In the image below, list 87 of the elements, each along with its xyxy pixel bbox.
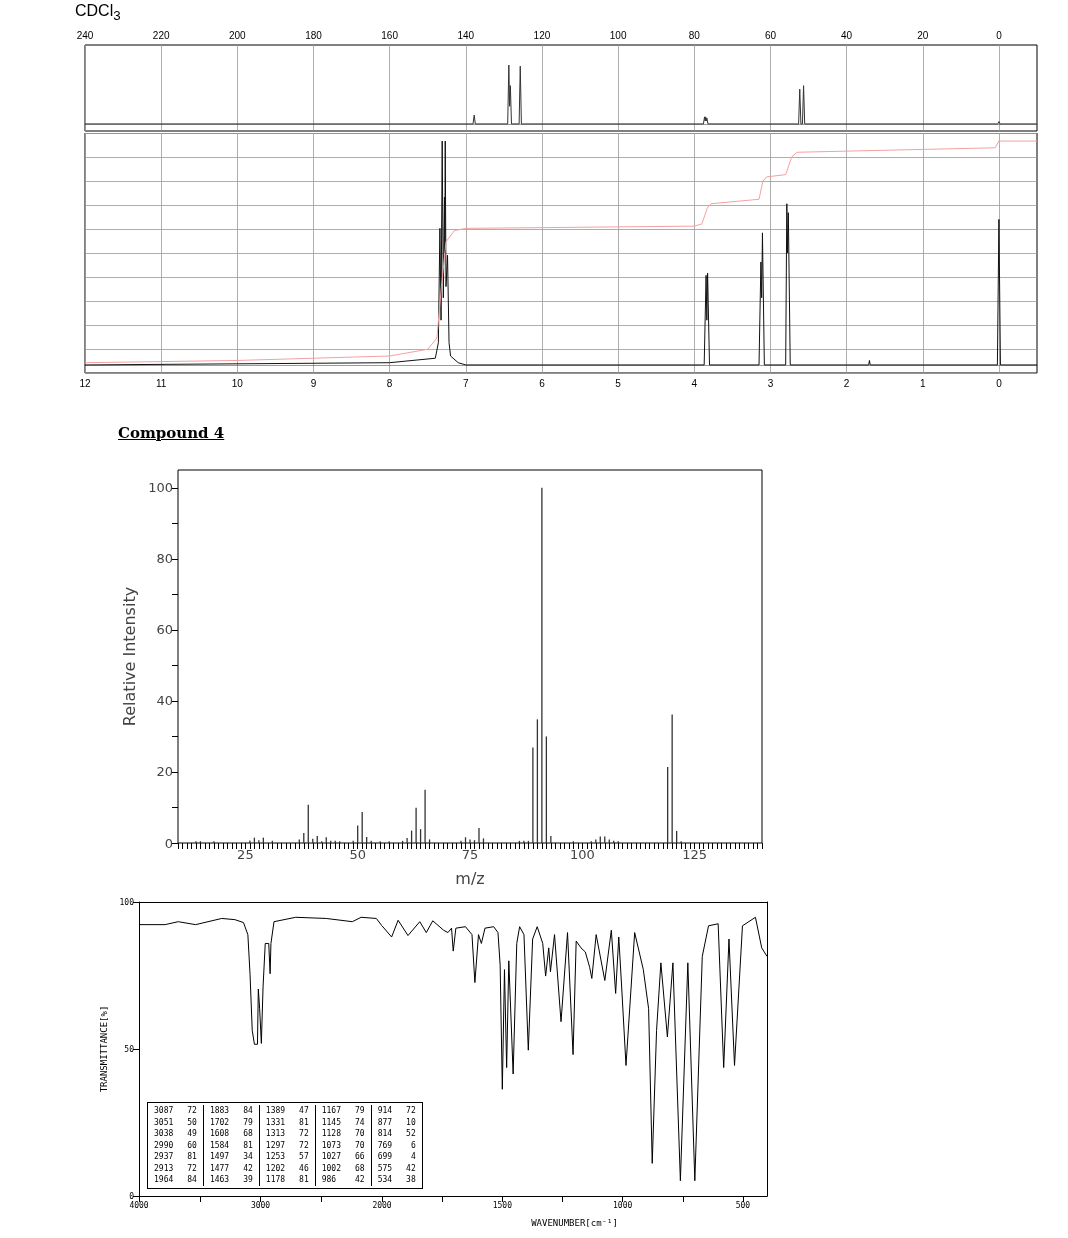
text: 1497 34 xyxy=(209,1152,253,1161)
x-tick-label: 500 xyxy=(735,1200,751,1210)
x-tick-label: 180 xyxy=(305,29,323,41)
x-tick-label: 1500 xyxy=(492,1200,513,1210)
text: 3051 50 xyxy=(154,1117,197,1127)
x-tick-label: 10 xyxy=(231,377,244,389)
x-tick-label: 0 xyxy=(996,29,1003,41)
x-tick-label: 220 xyxy=(152,29,170,41)
x-tick-label: 100 xyxy=(609,29,627,41)
text: 699 4 xyxy=(377,1152,416,1161)
text: 1477 42 xyxy=(209,1163,253,1173)
chart-title: Compound 4 xyxy=(118,424,225,442)
text: 1253 57 xyxy=(265,1152,309,1161)
x-tick-label: 1000 xyxy=(612,1200,633,1210)
text: 575 42 xyxy=(377,1163,416,1173)
text: 1202 46 xyxy=(265,1163,309,1173)
x-tick-label: 8 xyxy=(386,377,393,389)
text: 1073 70 xyxy=(321,1140,365,1150)
x-axis-title: m/z xyxy=(455,868,485,888)
x-tick-label: 100 xyxy=(569,847,595,862)
x-tick-label: 125 xyxy=(682,847,708,862)
x-tick-label: 11 xyxy=(155,377,167,389)
text: 1128 70 xyxy=(321,1129,365,1138)
x-tick-label: 1 xyxy=(919,377,926,389)
y-tick-label: 100 xyxy=(148,480,173,496)
y-tick-label: 0 xyxy=(129,1191,135,1201)
x-tick-label: 25 xyxy=(237,847,254,862)
x-tick-label: 3 xyxy=(767,377,774,389)
chart-title: CDCl$_{3}$ xyxy=(75,2,121,24)
x-tick-label: 120 xyxy=(533,29,551,41)
text: 1883 84 xyxy=(209,1106,253,1115)
text: 1313 72 xyxy=(265,1129,309,1138)
text: 2913 72 xyxy=(154,1163,197,1173)
y-tick-label: 80 xyxy=(156,551,173,567)
x-tick-label: 2000 xyxy=(372,1200,392,1210)
text: 877 10 xyxy=(377,1117,416,1127)
x-axis-title: WAVENUMBER[cm⁻¹] xyxy=(531,1217,618,1228)
text: 986 42 xyxy=(321,1175,365,1184)
x-tick-label: 20 xyxy=(917,29,929,41)
text: 3087 72 xyxy=(154,1106,197,1115)
text: 3038 49 xyxy=(154,1129,197,1138)
y-tick-label: 100 xyxy=(119,897,135,907)
text: 1167 79 xyxy=(321,1106,365,1115)
text: 2937 81 xyxy=(154,1152,197,1161)
x-tick-label: 12 xyxy=(79,377,91,389)
y-tick-label: 50 xyxy=(124,1044,135,1054)
y-tick-label: 0 xyxy=(164,835,173,851)
x-tick-label: 140 xyxy=(457,29,475,41)
x-tick-label: 80 xyxy=(688,29,701,41)
text: 814 52 xyxy=(377,1129,416,1138)
text: 1002 68 xyxy=(321,1163,365,1173)
text: 1463 39 xyxy=(209,1175,253,1184)
text: 914 72 xyxy=(377,1106,416,1115)
text: 1331 81 xyxy=(265,1117,309,1127)
text: 1297 72 xyxy=(265,1140,309,1150)
x-tick-label: 4 xyxy=(691,377,698,389)
text: 769 6 xyxy=(377,1140,416,1150)
text: 534 38 xyxy=(377,1175,416,1184)
y-axis-title: Relative Intensity xyxy=(119,586,139,727)
text: 1964 84 xyxy=(154,1175,197,1184)
text: 1027 66 xyxy=(321,1152,365,1161)
x-tick-label: 160 xyxy=(381,29,399,41)
x-tick-label: 240 xyxy=(76,29,94,41)
x-tick-label: 3000 xyxy=(250,1200,271,1210)
y-tick-label: 20 xyxy=(156,764,173,780)
x-tick-label: 0 xyxy=(996,377,1003,389)
text: 1389 47 xyxy=(265,1106,309,1115)
text: 1608 68 xyxy=(209,1129,253,1138)
x-tick-label: 6 xyxy=(539,377,546,389)
y-tick-label: 60 xyxy=(156,622,173,638)
x-tick-label: 5 xyxy=(615,377,622,389)
x-tick-label: 9 xyxy=(310,377,317,389)
text: 1178 81 xyxy=(265,1175,309,1184)
x-tick-label: 40 xyxy=(841,29,853,41)
text: 1145 74 xyxy=(321,1117,365,1127)
x-tick-label: 4000 xyxy=(129,1200,149,1210)
text: 2990 60 xyxy=(154,1140,197,1150)
y-axis-title: TRANSMITTANCE[%] xyxy=(99,1005,110,1093)
y-tick-label: 40 xyxy=(156,693,173,709)
text: 1584 81 xyxy=(209,1140,253,1150)
x-tick-label: 75 xyxy=(461,847,479,862)
x-tick-label: 2 xyxy=(843,377,850,389)
x-tick-label: 7 xyxy=(463,377,470,389)
x-tick-label: 50 xyxy=(349,847,366,862)
x-tick-label: 60 xyxy=(764,29,777,41)
text: 1702 79 xyxy=(209,1117,253,1127)
x-tick-label: 200 xyxy=(228,29,247,41)
